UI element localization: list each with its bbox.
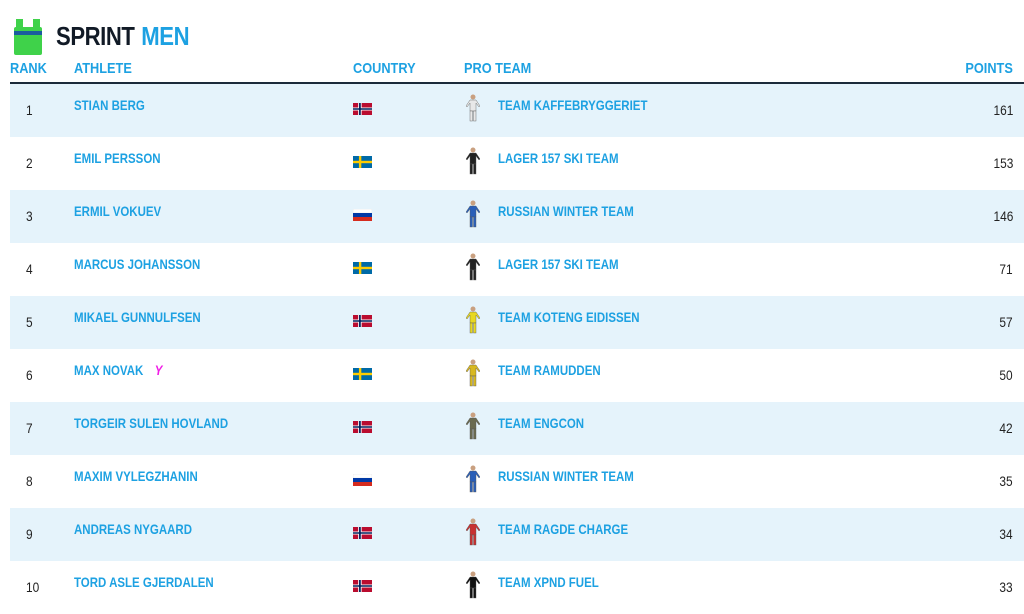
athlete-link[interactable]: MARCUS JOHANSSON	[74, 256, 201, 272]
flag-nor-icon	[353, 526, 372, 539]
athlete-link[interactable]: MAX NOVAK	[74, 362, 144, 378]
points: 50	[999, 367, 1013, 383]
team-kit-icon	[465, 306, 481, 334]
points: 42	[999, 420, 1013, 436]
team-kit-icon	[465, 359, 481, 387]
team-name[interactable]: LAGER 157 SKI TEAM	[498, 256, 619, 272]
col-athlete[interactable]: ATHLETE	[74, 60, 132, 77]
table-row[interactable]: 7 TORGEIR SULEN HOVLAND TEAM ENGCON 42	[10, 402, 1024, 455]
athlete-link[interactable]: ANDREAS NYGAARD	[74, 521, 193, 537]
team-name[interactable]: LAGER 157 SKI TEAM	[498, 150, 619, 166]
flag-nor-icon	[353, 420, 372, 433]
team-name[interactable]: TEAM RAMUDDEN	[498, 362, 601, 378]
athlete-name[interactable]: TORGEIR SULEN HOVLAND	[74, 415, 228, 431]
athlete-link[interactable]: EMIL PERSSON	[74, 150, 161, 166]
rank: 1	[26, 102, 33, 118]
athlete-name[interactable]: ERMIL VOKUEV	[74, 203, 161, 219]
athlete-link[interactable]: MIKAEL GUNNULFSEN	[74, 309, 201, 325]
team-name[interactable]: RUSSIAN WINTER TEAM	[498, 468, 634, 484]
table-row[interactable]: 9 ANDREAS NYGAARD TEAM RAGDE CHARGE 34	[10, 508, 1024, 561]
young-rider-badge: Y	[154, 362, 163, 378]
table-row[interactable]: 5 MIKAEL GUNNULFSEN TEAM KOTENG EIDISSEN…	[10, 296, 1024, 349]
athlete-link[interactable]: MAXIM VYLEGZHANIN	[74, 468, 198, 484]
athlete-link[interactable]: STIAN BERG	[74, 97, 145, 113]
rank: 3	[26, 208, 33, 224]
points: 35	[999, 473, 1013, 489]
flag-rus-icon	[352, 473, 373, 486]
athlete-link[interactable]: TORGEIR SULEN HOVLAND	[74, 415, 229, 431]
team-name[interactable]: TEAM XPND FUEL	[498, 574, 599, 590]
rank: 9	[26, 526, 33, 542]
col-country[interactable]: COUNTRY	[353, 60, 416, 77]
team-kit-icon	[465, 412, 481, 440]
rank: 8	[26, 473, 33, 489]
team-name[interactable]: TEAM ENGCON	[498, 415, 585, 431]
points: 153	[993, 155, 1013, 171]
rank: 4	[26, 261, 33, 277]
team-name[interactable]: TEAM KAFFEBRYGGERIET	[498, 97, 648, 113]
col-points[interactable]: POINTS	[965, 60, 1013, 77]
table-row[interactable]: 2 EMIL PERSSON LAGER 157 SKI TEAM 153	[10, 137, 1024, 190]
team-name[interactable]: RUSSIAN WINTER TEAM	[498, 203, 634, 219]
table-row[interactable]: 8 MAXIM VYLEGZHANIN RUSSIAN WINTER TEAM …	[10, 455, 1024, 508]
page-title: SPRINT MEN	[56, 20, 190, 52]
table-row[interactable]: 10 TORD ASLE GJERDALEN TEAM XPND FUEL 33	[10, 561, 1024, 614]
athlete-link[interactable]: ERMIL VOKUEV	[74, 203, 162, 219]
team-kit-icon	[465, 253, 481, 281]
title-main: SPRINT	[56, 20, 135, 51]
team-name[interactable]: TEAM KOTENG EIDISSEN	[498, 309, 640, 325]
athlete-name[interactable]: EMIL PERSSON	[74, 150, 161, 166]
title-category: MEN	[141, 20, 190, 51]
team-kit-icon	[465, 571, 481, 599]
flag-swe-icon	[353, 155, 372, 168]
flag-nor-icon	[353, 579, 372, 592]
athlete-link[interactable]: TORD ASLE GJERDALEN	[74, 574, 214, 590]
points: 146	[993, 208, 1013, 224]
points: 57	[999, 314, 1013, 330]
points: 71	[999, 261, 1013, 277]
rank: 7	[26, 420, 33, 436]
team-kit-icon	[465, 94, 481, 122]
athlete-name[interactable]: STIAN BERG	[74, 97, 145, 113]
header-divider	[10, 82, 1024, 84]
table-row[interactable]: 3 ERMIL VOKUEV RUSSIAN WINTER TEAM 146	[10, 190, 1024, 243]
table-row[interactable]: 1 STIAN BERG TEAM KAFFEBRYGGERIET 161	[10, 84, 1024, 137]
flag-nor-icon	[353, 314, 372, 327]
athlete-name[interactable]: TORD ASLE GJERDALEN	[74, 574, 214, 590]
rank: 6	[26, 367, 33, 383]
athlete-name[interactable]: ANDREAS NYGAARD	[74, 521, 192, 537]
col-rank[interactable]: RANK	[10, 60, 47, 77]
team-kit-icon	[465, 200, 481, 228]
page-header: SPRINT MEN	[12, 16, 213, 56]
points: 33	[999, 579, 1013, 595]
athlete-name[interactable]: MAXIM VYLEGZHANIN	[74, 468, 198, 484]
table-row[interactable]: 4 MARCUS JOHANSSON LAGER 157 SKI TEAM 71	[10, 243, 1024, 296]
sprint-jersey-icon	[12, 17, 44, 55]
table-row[interactable]: 6 MAX NOVAK Y TEAM RAMUDDEN 50	[10, 349, 1024, 402]
col-team[interactable]: PRO TEAM	[464, 60, 532, 77]
flag-swe-icon	[353, 261, 372, 274]
athlete-name[interactable]: MAX NOVAK Y	[74, 362, 162, 378]
flag-swe-icon	[353, 367, 372, 380]
rank: 10	[26, 579, 40, 595]
points: 161	[993, 102, 1013, 118]
team-name[interactable]: TEAM RAGDE CHARGE	[498, 521, 629, 537]
athlete-name[interactable]: MARCUS JOHANSSON	[74, 256, 200, 272]
flag-rus-icon	[352, 208, 373, 221]
team-kit-icon	[465, 518, 481, 546]
team-kit-icon	[465, 147, 481, 175]
points: 34	[999, 526, 1013, 542]
flag-nor-icon	[353, 102, 372, 115]
rank: 5	[26, 314, 33, 330]
athlete-name[interactable]: MIKAEL GUNNULFSEN	[74, 309, 201, 325]
team-kit-icon	[465, 465, 481, 493]
rank: 2	[26, 155, 33, 171]
